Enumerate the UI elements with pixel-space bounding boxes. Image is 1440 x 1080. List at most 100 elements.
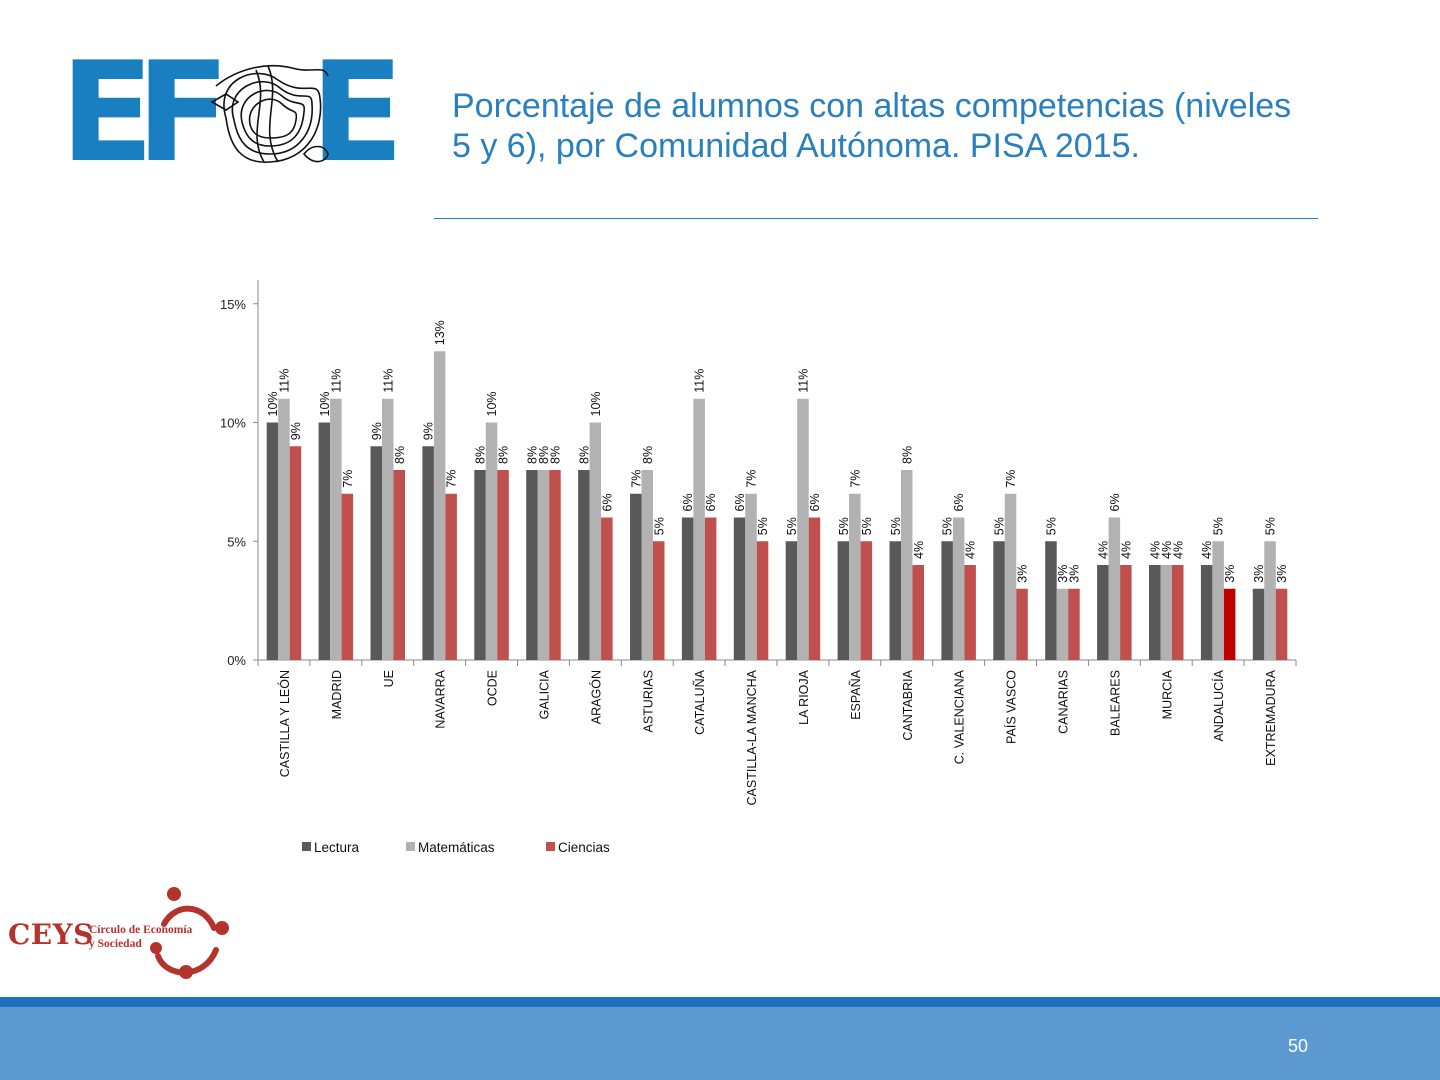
bar	[1264, 541, 1276, 660]
data-label: 3%	[1016, 565, 1030, 583]
data-label: 7%	[341, 470, 355, 488]
data-label: 8%	[548, 446, 562, 464]
bar	[1056, 588, 1069, 660]
data-label: 6%	[704, 493, 718, 511]
bar	[1200, 565, 1213, 660]
data-label: 11%	[381, 369, 395, 393]
category-label: UE	[382, 670, 396, 687]
bar	[278, 398, 290, 660]
data-label: 9%	[289, 422, 303, 440]
bar	[952, 517, 965, 660]
data-label: 7%	[848, 470, 862, 488]
data-label: 3%	[1252, 565, 1266, 583]
data-label: 6%	[952, 493, 966, 511]
category-label: LA RIOJA	[797, 669, 811, 725]
data-label: 8%	[537, 446, 551, 464]
ceys-subtitle-line-1: Círculo de Economía	[89, 924, 193, 936]
category-label: CANTABRIA	[901, 669, 915, 740]
bar	[785, 541, 798, 660]
data-label: 11%	[693, 369, 707, 393]
category-label: ASTURIAS	[641, 670, 655, 733]
footer-band	[0, 1007, 1440, 1080]
bar-chart: 0%5%10%15%10%11%9%CASTILLA Y LEÓN10%11%7…	[220, 280, 1297, 855]
data-label: 3%	[1056, 565, 1070, 583]
bar	[1252, 588, 1265, 660]
bar	[485, 422, 498, 660]
legend-swatch	[302, 842, 311, 851]
data-label: 5%	[1264, 517, 1278, 535]
bar	[330, 398, 342, 660]
data-label: 5%	[941, 517, 955, 535]
category-label: CASTILLA Y LEÓN	[277, 670, 292, 777]
data-label: 7%	[745, 470, 759, 488]
data-label: 5%	[889, 517, 903, 535]
bar	[549, 470, 561, 660]
data-label: 4%	[1200, 541, 1214, 559]
data-label: 10%	[485, 391, 499, 416]
category-label: C. VALENCIANA	[953, 669, 967, 764]
bar	[1068, 588, 1080, 660]
data-label: 11%	[796, 369, 810, 393]
data-label: 6%	[733, 493, 747, 511]
legend-entry: Matemáticas	[418, 840, 495, 855]
bar	[630, 493, 642, 660]
data-label: 6%	[808, 493, 822, 511]
bar	[681, 517, 694, 660]
ceys-emblem-icon	[150, 887, 229, 979]
data-label: 8%	[641, 446, 655, 464]
legend-swatch	[546, 842, 555, 851]
title-line-1: Porcentaje de alumnos con altas competen…	[452, 87, 1292, 125]
category-label: MURCIA	[1160, 669, 1174, 719]
bar	[901, 470, 913, 660]
bar	[1212, 541, 1224, 660]
bar	[393, 470, 405, 660]
legend-entry: Ciencias	[558, 840, 610, 855]
legend-swatch	[406, 842, 415, 851]
data-label: 5%	[756, 517, 770, 535]
category-label: CASTILLA-LA MANCHA	[745, 669, 759, 805]
bar	[341, 493, 354, 660]
category-label: OCDE	[486, 670, 500, 706]
y-tick-label: 10%	[220, 416, 246, 431]
category-label: ANDALUCÍA	[1211, 669, 1226, 741]
category-label: CATALUÑA	[693, 669, 707, 734]
bar	[745, 493, 757, 660]
bar	[964, 565, 976, 660]
bar	[860, 541, 873, 660]
bar	[445, 493, 457, 660]
data-label: 6%	[1108, 493, 1122, 511]
data-label: 7%	[1004, 470, 1018, 488]
data-label: 9%	[370, 422, 384, 440]
y-tick-label: 0%	[227, 653, 246, 668]
data-label: 5%	[993, 517, 1007, 535]
bar	[837, 541, 850, 660]
category-label: BALEARES	[1108, 670, 1122, 736]
bar	[1149, 565, 1161, 660]
slide-title: Porcentaje de alumnos con altas competen…	[452, 86, 1332, 166]
bar	[849, 493, 861, 660]
data-label: 7%	[445, 470, 459, 488]
logo-letter-e1: E	[60, 32, 157, 193]
logo-letter-f: F	[136, 32, 233, 193]
y-tick-label: 5%	[227, 534, 246, 549]
bar	[318, 422, 331, 660]
data-label: 5%	[837, 517, 851, 535]
category-label: EXTREMADURA	[1264, 669, 1278, 766]
bar	[704, 517, 717, 660]
bar	[733, 517, 746, 660]
bar	[601, 517, 613, 660]
data-label: 8%	[577, 446, 591, 464]
bar	[1160, 565, 1172, 660]
data-label: 4%	[1160, 541, 1174, 559]
logo-emblem-icon	[210, 65, 329, 163]
data-label: 5%	[652, 517, 666, 535]
bar	[808, 517, 821, 660]
data-label: 8%	[900, 446, 914, 464]
bar	[797, 398, 809, 660]
data-label: 5%	[1212, 517, 1226, 535]
category-label: ARAGÓN	[588, 670, 603, 724]
title-line-2: 5 y 6), por Comunidad Autónoma. PISA 201…	[452, 127, 1140, 165]
bar	[1275, 588, 1288, 660]
bar	[1016, 588, 1028, 660]
bar	[1097, 565, 1109, 660]
